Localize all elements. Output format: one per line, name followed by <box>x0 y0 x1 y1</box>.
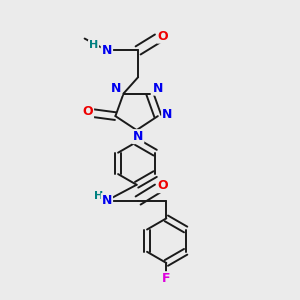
Text: N: N <box>102 44 112 57</box>
Text: N: N <box>153 82 163 95</box>
Text: N: N <box>133 130 143 143</box>
Text: F: F <box>162 272 171 285</box>
Text: N: N <box>102 194 112 207</box>
Text: O: O <box>82 105 93 118</box>
Text: H: H <box>94 191 103 201</box>
Text: O: O <box>158 30 168 43</box>
Text: N: N <box>162 108 172 121</box>
Text: O: O <box>158 179 168 192</box>
Text: N: N <box>111 82 121 95</box>
Text: H: H <box>89 40 98 50</box>
